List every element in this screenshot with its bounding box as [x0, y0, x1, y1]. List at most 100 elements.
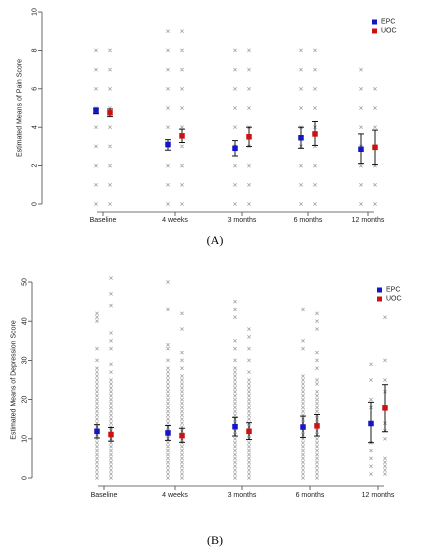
raw-observation-cross [109, 382, 113, 386]
raw-observation-cross [180, 29, 184, 34]
raw-observation-cross [166, 460, 170, 465]
raw-observation-cross [301, 374, 305, 378]
raw-observation-cross [95, 448, 99, 453]
raw-observation-cross [233, 460, 237, 465]
raw-observation-cross [233, 413, 237, 418]
raw-observation-cross [301, 468, 305, 473]
raw-observation-cross [166, 374, 170, 378]
x-tick-label: 3 months [228, 217, 257, 224]
legend-marker-epc [377, 287, 382, 293]
raw-observation-cross [166, 86, 170, 91]
raw-observation-cross [95, 468, 99, 473]
raw-observation-cross [233, 163, 237, 168]
mean-marker-epc [165, 430, 171, 436]
x-tick-label: 3 months [228, 492, 257, 499]
raw-observation-cross [301, 456, 305, 461]
raw-observation-cross [95, 472, 99, 476]
raw-observation-cross [180, 48, 184, 53]
raw-observation-cross [301, 472, 305, 476]
y-tick-label: 2 [32, 164, 39, 168]
raw-observation-cross [233, 67, 237, 72]
mean-marker-epc [300, 424, 306, 430]
raw-observation-cross [359, 125, 363, 130]
y-tick-label: 10 [22, 435, 29, 443]
raw-observation-cross [233, 397, 237, 402]
raw-observation-cross [233, 472, 237, 476]
raw-observation-cross [166, 358, 170, 363]
raw-observation-cross [315, 378, 319, 382]
raw-observation-cross [166, 370, 170, 375]
raw-observation-cross [233, 125, 237, 130]
raw-observation-cross [180, 417, 184, 422]
raw-observation-cross [166, 48, 170, 53]
raw-observation-cross [383, 456, 387, 461]
raw-observation-cross [109, 409, 113, 414]
raw-observation-cross [180, 163, 184, 168]
raw-observation-cross [109, 413, 113, 418]
raw-observation-cross [166, 456, 170, 461]
raw-observation-cross [95, 405, 99, 410]
raw-observation-cross [94, 144, 98, 149]
raw-observation-cross [299, 163, 303, 168]
raw-observation-cross [109, 448, 113, 453]
mean-marker-epc [93, 108, 99, 114]
raw-observation-cross [166, 342, 170, 347]
raw-observation-cross [109, 303, 113, 308]
raw-observation-cross [95, 319, 99, 324]
raw-observation-cross [180, 125, 184, 130]
raw-observation-cross [108, 182, 112, 187]
raw-observation-cross [95, 464, 99, 469]
raw-observation-cross [313, 67, 317, 72]
raw-observation-cross [313, 202, 317, 206]
raw-observation-cross [383, 378, 387, 382]
raw-observation-cross [247, 86, 251, 91]
raw-observation-cross [180, 468, 184, 473]
raw-observation-cross [315, 327, 319, 331]
raw-observation-cross [166, 421, 170, 425]
raw-observation-cross [233, 444, 237, 449]
raw-observation-cross [180, 378, 184, 382]
mean-marker-uoc [107, 110, 113, 116]
raw-observation-cross [180, 472, 184, 476]
raw-observation-cross [301, 397, 305, 402]
raw-observation-cross [166, 393, 170, 398]
raw-observation-cross [180, 476, 184, 480]
raw-observation-cross [95, 393, 99, 398]
raw-observation-cross [247, 370, 251, 375]
raw-observation-cross [233, 106, 237, 110]
raw-observation-cross [166, 448, 170, 453]
raw-observation-cross [247, 472, 251, 476]
legend-label: UOC [381, 28, 397, 35]
y-tick-label: 6 [32, 87, 39, 91]
mean-marker-epc [232, 423, 238, 430]
mean-marker-uoc [314, 423, 320, 429]
raw-observation-cross [315, 452, 319, 457]
raw-observation-cross [109, 331, 113, 335]
raw-observation-cross [315, 472, 319, 476]
raw-observation-cross [233, 338, 237, 343]
raw-observation-cross [166, 125, 170, 130]
raw-observation-cross [315, 460, 319, 465]
raw-observation-cross [180, 374, 184, 378]
raw-observation-cross [373, 202, 377, 206]
raw-observation-cross [315, 382, 319, 386]
raw-observation-cross [109, 444, 113, 449]
raw-observation-cross [315, 311, 319, 316]
mean-marker-epc [165, 141, 171, 148]
raw-observation-cross [166, 405, 170, 410]
mean-marker-epc [368, 420, 374, 427]
x-tick-label: 4 weeks [162, 217, 188, 224]
y-tick-label: 50 [22, 278, 29, 286]
raw-observation-cross [233, 436, 237, 441]
raw-observation-cross [109, 291, 113, 296]
raw-observation-cross [94, 48, 98, 53]
y-axis-title: Estimated Means of Pain Score [17, 59, 24, 157]
raw-observation-cross [233, 385, 237, 390]
raw-observation-cross [315, 448, 319, 453]
raw-observation-cross [247, 378, 251, 382]
raw-observation-cross [359, 182, 363, 187]
raw-observation-cross [247, 417, 251, 422]
raw-observation-cross [315, 401, 319, 406]
raw-observation-cross [247, 464, 251, 469]
raw-observation-cross [95, 311, 99, 316]
